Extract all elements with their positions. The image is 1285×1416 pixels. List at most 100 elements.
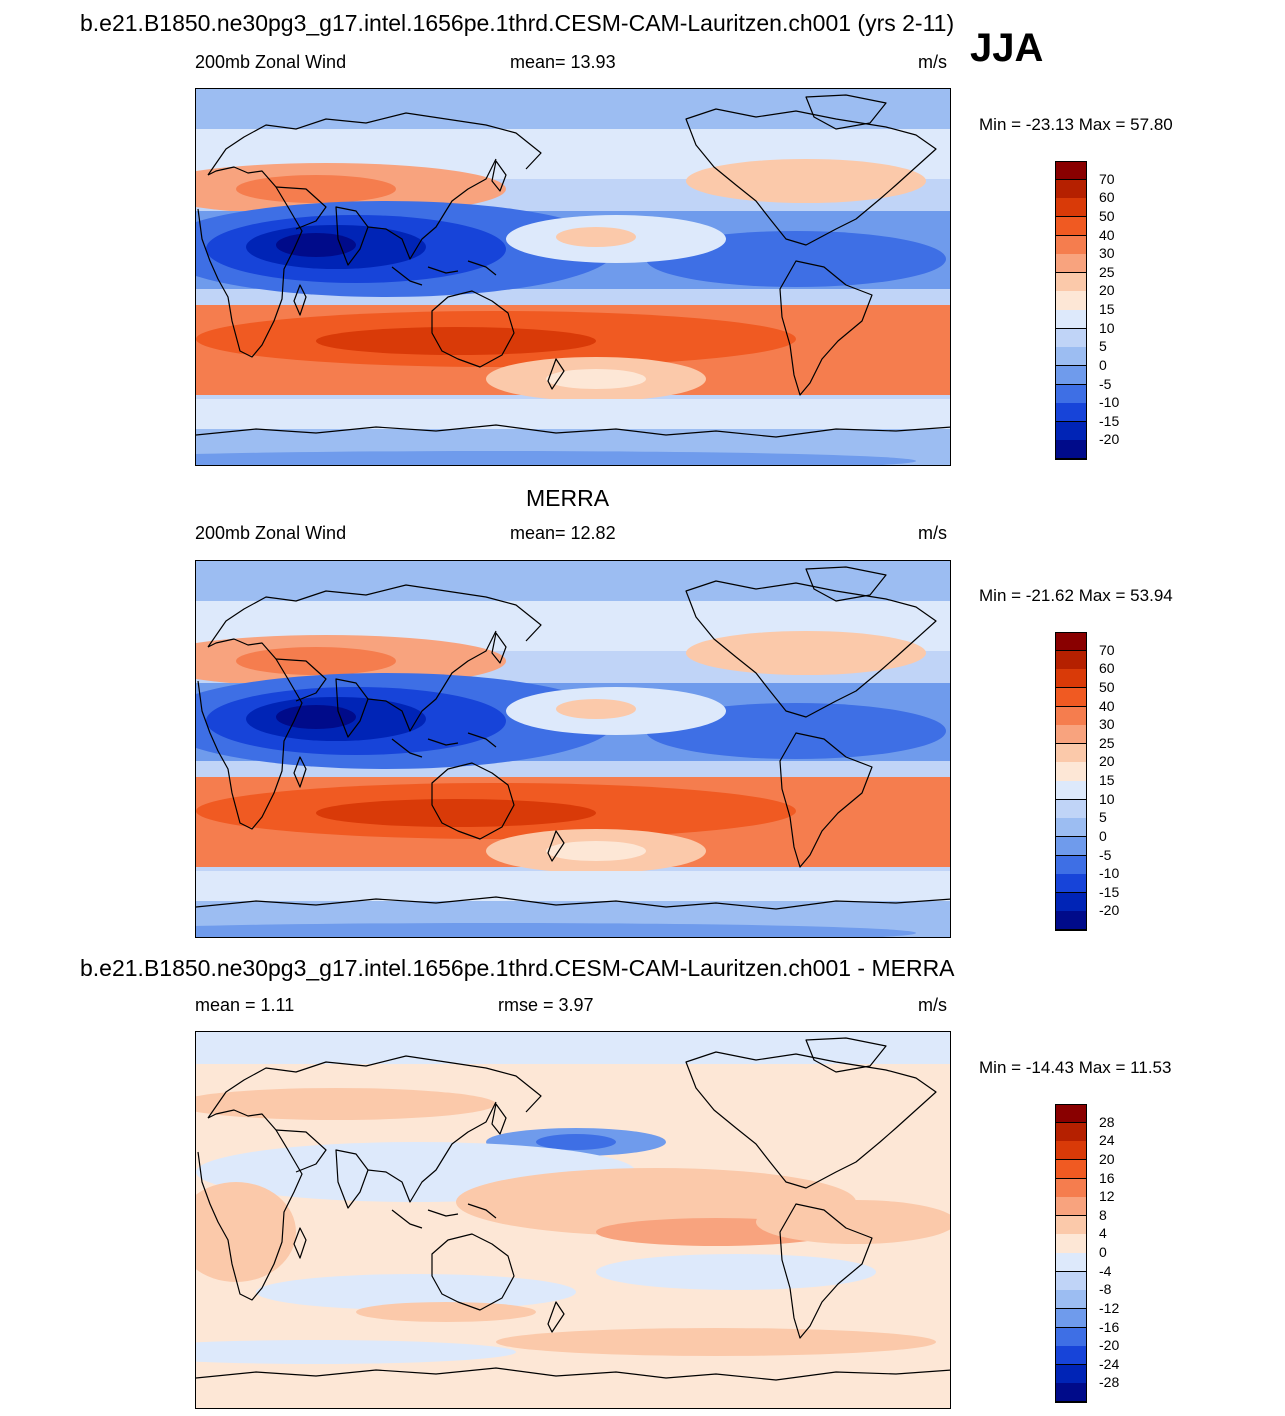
colorbar-segment [1055, 1290, 1087, 1310]
panel-1-variable-label: 200mb Zonal Wind [195, 52, 347, 72]
colorbar-segment [1055, 310, 1087, 330]
colorbar-tick-label: -4 [1099, 1262, 1112, 1279]
colorbar-tick-label: -8 [1099, 1281, 1112, 1298]
colorbar-tick-label: -20 [1099, 431, 1120, 448]
colorbar-tick-label: -24 [1099, 1355, 1120, 1372]
panel-1-title: b.e21.B1850.ne30pg3_g17.intel.1656pe.1th… [80, 10, 955, 36]
colorbar-segment [1055, 836, 1087, 856]
colorbar-tick-label: 0 [1099, 827, 1107, 844]
colorbar-segment [1055, 254, 1087, 274]
panel-1-colorbar [1055, 161, 1087, 460]
colorbar-segment [1055, 1197, 1087, 1217]
panel-2-minmax: Min = -21.62 Max = 53.94 [979, 586, 1173, 605]
panel-3-mean-label: mean = 1.11 [195, 995, 295, 1015]
panel-3-units-label: m/s [918, 995, 947, 1015]
colorbar-segment [1055, 384, 1087, 404]
colorbar-tick-label: 20 [1099, 753, 1115, 770]
colorbar-tick-label: 0 [1099, 356, 1107, 373]
colorbar-segment [1055, 179, 1087, 199]
colorbar-segment [1055, 1159, 1087, 1179]
panel-3-map [195, 1031, 951, 1409]
colorbar-segment [1055, 687, 1087, 707]
colorbar-segment [1055, 725, 1087, 745]
colorbar-segment [1055, 1122, 1087, 1142]
colorbar-segment [1055, 892, 1087, 912]
colorbar-segment [1055, 1271, 1087, 1291]
colorbar-tick-label: 10 [1099, 319, 1115, 336]
colorbar-tick-label: 15 [1099, 772, 1115, 788]
colorbar-segment [1055, 799, 1087, 819]
panel-1-units-label: m/s [918, 52, 947, 72]
panel-3-rmse-label: rmse = 3.97 [498, 995, 594, 1015]
colorbar-tick-label: 10 [1099, 790, 1115, 807]
panel-3-colorbar [1055, 1104, 1087, 1403]
colorbar-segment [1055, 1364, 1087, 1384]
panel-2-colorbar [1055, 632, 1087, 931]
colorbar-segment [1055, 911, 1087, 931]
panel-1-minmax: Min = -23.13 Max = 57.80 [979, 115, 1173, 134]
panel-2-mean-label: mean= 12.82 [510, 523, 616, 543]
panel-2-map [195, 560, 951, 938]
panel-2-units-label: m/s [918, 523, 947, 543]
colorbar-tick-label: 40 [1099, 226, 1115, 243]
colorbar-segment [1055, 706, 1087, 726]
colorbar-segment [1055, 632, 1087, 652]
colorbar-segment [1055, 440, 1087, 460]
colorbar-tick-label: 25 [1099, 734, 1115, 751]
colorbar-segment [1055, 762, 1087, 782]
colorbar-tick-label: 28 [1099, 1113, 1115, 1130]
colorbar-tick-label: -10 [1099, 394, 1120, 411]
colorbar-segment [1055, 855, 1087, 875]
colorbar-tick-label: -5 [1099, 846, 1112, 863]
colorbar-segment [1055, 1234, 1087, 1254]
colorbar-tick-label: 70 [1099, 170, 1115, 187]
colorbar-segment [1055, 1141, 1087, 1161]
colorbar-tick-label: 30 [1099, 245, 1115, 262]
colorbar-tick-label: 60 [1099, 189, 1115, 206]
colorbar-segment [1055, 1178, 1087, 1198]
colorbar-segment [1055, 235, 1087, 255]
colorbar-tick-label: 5 [1099, 809, 1107, 826]
panel-2-title: MERRA [526, 485, 610, 511]
colorbar-segment [1055, 781, 1087, 801]
panel-2-variable-label: 200mb Zonal Wind [195, 523, 347, 543]
colorbar-tick-label: 70 [1099, 641, 1115, 658]
colorbar-segment [1055, 403, 1087, 423]
colorbar-tick-label: 20 [1099, 1150, 1115, 1167]
colorbar-tick-label: 30 [1099, 716, 1115, 733]
colorbar-segment [1055, 650, 1087, 670]
colorbar-tick-label: -5 [1099, 375, 1112, 392]
colorbar-tick-label: 40 [1099, 697, 1115, 714]
colorbar-tick-label: 16 [1099, 1169, 1115, 1186]
colorbar-tick-label: -20 [1099, 1337, 1120, 1354]
colorbar-segment [1055, 1253, 1087, 1273]
panel-3-minmax: Min = -14.43 Max = 11.53 [979, 1058, 1172, 1077]
colorbar-tick-label: 8 [1099, 1206, 1107, 1223]
colorbar-segment [1055, 365, 1087, 385]
colorbar-segment [1055, 272, 1087, 292]
colorbar-segment [1055, 161, 1087, 181]
colorbar-segment [1055, 328, 1087, 348]
panel-1-mean-label: mean= 13.93 [510, 52, 616, 72]
colorbar-segment [1055, 291, 1087, 311]
colorbar-tick-label: 5 [1099, 338, 1107, 355]
colorbar-tick-label: -10 [1099, 865, 1120, 882]
colorbar-tick-label: 60 [1099, 660, 1115, 677]
colorbar-tick-label: 50 [1099, 678, 1115, 695]
colorbar-segment [1055, 216, 1087, 236]
colorbar-segment [1055, 874, 1087, 894]
colorbar-tick-label: -28 [1099, 1374, 1120, 1391]
colorbar-segment [1055, 421, 1087, 441]
colorbar-tick-label: 24 [1099, 1132, 1115, 1149]
colorbar-segment [1055, 347, 1087, 367]
colorbar-segment [1055, 1346, 1087, 1366]
colorbar-tick-label: 0 [1099, 1244, 1107, 1260]
colorbar-segment [1055, 1383, 1087, 1403]
colorbar-tick-label: -15 [1099, 412, 1120, 429]
colorbar-tick-label: 25 [1099, 263, 1115, 280]
colorbar-tick-label: 50 [1099, 207, 1115, 224]
panel-1-map [195, 88, 951, 466]
colorbar-tick-label: 12 [1099, 1188, 1115, 1205]
colorbar-segment [1055, 669, 1087, 689]
colorbar-segment [1055, 198, 1087, 218]
